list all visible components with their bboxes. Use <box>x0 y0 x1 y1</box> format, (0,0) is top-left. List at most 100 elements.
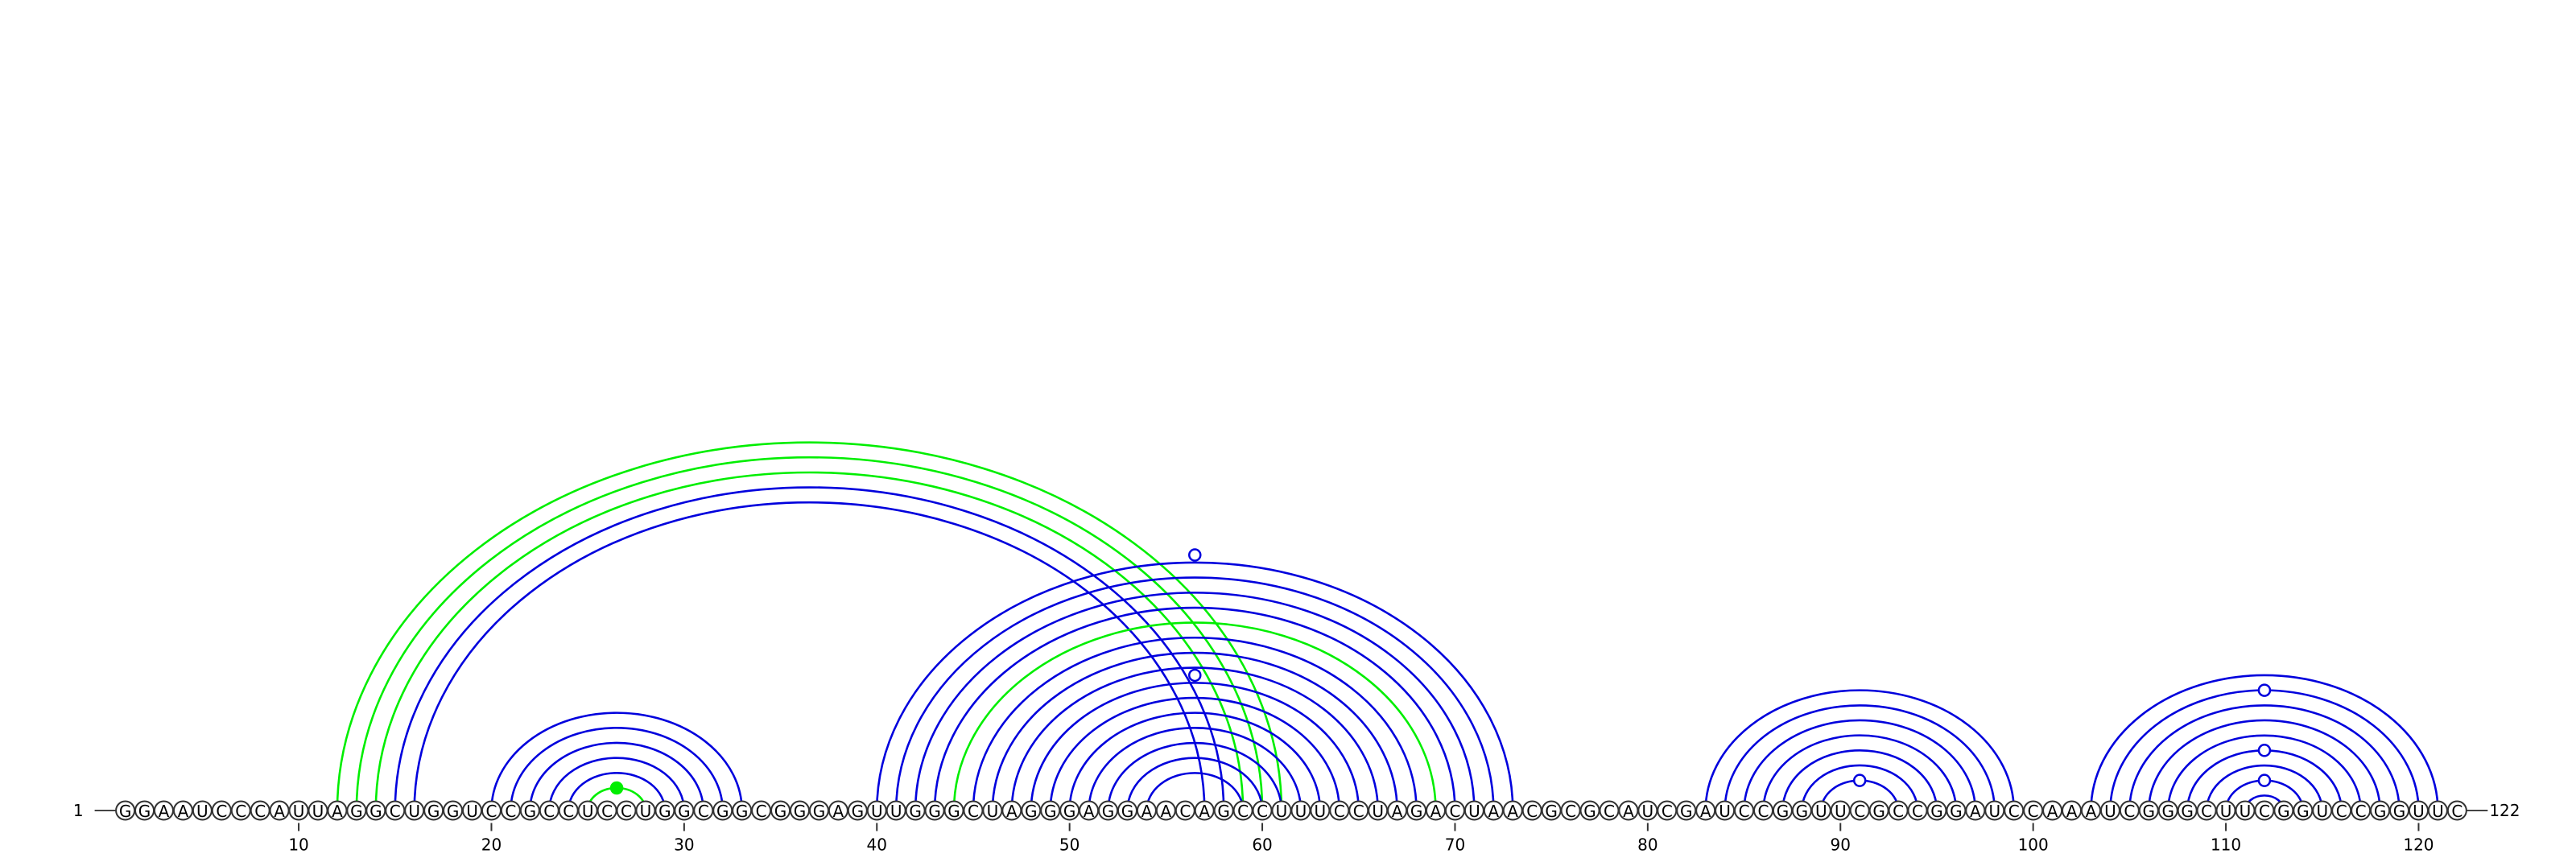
tick-label-120: 120 <box>2403 835 2434 855</box>
nucleotide-116: C <box>2331 800 2352 821</box>
nucleotide-letter: C <box>1257 802 1268 821</box>
tick-label-110: 110 <box>2211 835 2241 855</box>
tick-label-60: 60 <box>1252 835 1272 855</box>
nucleotide-letter: C <box>390 802 401 821</box>
nucleotide-letter: G <box>678 802 691 821</box>
nucleotide-77: G <box>1579 800 1600 821</box>
tick-label-100: 100 <box>2018 835 2049 855</box>
arc-44-69 <box>952 621 1437 811</box>
nucleotide-105: C <box>2119 800 2140 821</box>
nucleotide-letter: U <box>1315 802 1327 821</box>
nucleotide-letter: G <box>852 802 865 821</box>
nucleotide-75: G <box>1541 800 1562 821</box>
nucleotide-letter: C <box>216 802 227 821</box>
nucleotide-5: U <box>192 800 213 821</box>
arc-45-68 <box>972 637 1418 811</box>
nucleotide-3: A <box>153 800 174 821</box>
nucleotide-letter: C <box>505 802 516 821</box>
arc-marker-1 <box>1188 548 1202 562</box>
nucleotide-letter: G <box>1950 802 1963 821</box>
nucleotide-79: A <box>1618 800 1639 821</box>
nucleotide-28: U <box>635 800 656 821</box>
nucleotide-8: C <box>250 800 270 821</box>
arc-84-98 <box>1724 704 1996 811</box>
nucleotide-47: A <box>1001 800 1022 821</box>
nucleotide-letter: U <box>1372 802 1384 821</box>
nucleotide-121: U <box>2427 800 2448 821</box>
nucleotide-45: C <box>963 800 984 821</box>
sequence-start-label: 1 <box>73 801 84 820</box>
nucleotide-letter: A <box>1507 802 1518 821</box>
nucleotide-letter: A <box>332 802 343 821</box>
nucleotide-letter: U <box>293 802 305 821</box>
nucleotide-17: G <box>423 800 444 821</box>
arc-103-121 <box>2090 674 2439 811</box>
nucleotide-70: C <box>1444 800 1465 821</box>
nucleotide-64: C <box>1329 800 1350 821</box>
nucleotide-16: U <box>404 800 425 821</box>
nucleotide-69: A <box>1426 800 1447 821</box>
nucleotide-letter: G <box>1872 802 1885 821</box>
nucleotide-letter: U <box>2432 802 2444 821</box>
nucleotide-letter: G <box>2297 802 2310 821</box>
nucleotide-7: C <box>230 800 251 821</box>
nucleotide-81: C <box>1657 800 1678 821</box>
nucleotide-51: A <box>1079 800 1100 821</box>
nucleotide-2: G <box>134 800 155 821</box>
nucleotide-114: G <box>2293 800 2314 821</box>
nucleotide-letter: C <box>1854 802 1865 821</box>
nucleotide-letter: U <box>1988 802 2000 821</box>
nucleotide-106: G <box>2138 800 2159 821</box>
nucleotide-18: G <box>443 800 464 821</box>
nucleotide-42: G <box>905 800 926 821</box>
nucleotide-letter: U <box>408 802 420 821</box>
nucleotide-57: A <box>1194 800 1215 821</box>
nucleotide-41: U <box>886 800 906 821</box>
nucleotide-72: A <box>1483 800 1504 821</box>
nucleotide-letter: C <box>698 802 709 821</box>
nucleotide-letter: C <box>2259 802 2270 821</box>
arc-83-99 <box>1704 689 2016 811</box>
nucleotide-letter: U <box>196 802 208 821</box>
nucleotide-letter: G <box>813 802 826 821</box>
nucleotide-31: C <box>693 800 714 821</box>
nucleotide-letter: A <box>274 802 285 821</box>
nucleotide-letter: C <box>1912 802 1923 821</box>
nucleotide-letter: U <box>2316 802 2328 821</box>
nucleotide-letter: A <box>1084 802 1095 821</box>
nucleotide-25: U <box>577 800 598 821</box>
nucleotide-circle <box>2446 800 2467 821</box>
nucleotide-97: A <box>1965 800 1986 821</box>
arc-marker-5 <box>2257 683 2272 697</box>
nucleotide-letter: G <box>350 802 363 821</box>
nucleotide-letter: G <box>1777 802 1790 821</box>
sequence-end-label: 122 <box>2489 801 2520 820</box>
nucleotide-1: G <box>115 800 136 821</box>
nucleotide-83: A <box>1695 800 1716 821</box>
nucleotide-letter: G <box>427 802 440 821</box>
nucleotide-letter: G <box>716 802 729 821</box>
nucleotide-102: A <box>2062 800 2083 821</box>
nucleotide-43: G <box>924 800 945 821</box>
nucleotide-117: C <box>2351 800 2372 821</box>
nucleotide-letter: U <box>1835 802 1847 821</box>
nucleotide-46: U <box>982 800 1003 821</box>
nucleotide-letter: U <box>2220 802 2232 821</box>
nucleotide-32: G <box>712 800 733 821</box>
nucleotide-100: C <box>2023 800 2044 821</box>
tick-label-80: 80 <box>1637 835 1657 855</box>
nucleotide-55: A <box>1155 800 1176 821</box>
nucleotide-15: C <box>385 800 406 821</box>
nucleotide-letter: C <box>543 802 555 821</box>
nucleotide-50: G <box>1059 800 1080 821</box>
nucleotide-letter: G <box>1410 802 1423 821</box>
nucleotide-letter: G <box>2181 802 2194 821</box>
nucleotide-38: A <box>828 800 848 821</box>
nucleotide-66: U <box>1368 800 1389 821</box>
nucleotide-letter: G <box>2161 802 2174 821</box>
nucleotide-letter: C <box>1334 802 1345 821</box>
nucleotide-letter: C <box>2028 802 2039 821</box>
nucleotide-letter: G <box>794 802 807 821</box>
nucleotide-26: C <box>597 800 617 821</box>
nucleotide-letter: C <box>2451 802 2462 821</box>
